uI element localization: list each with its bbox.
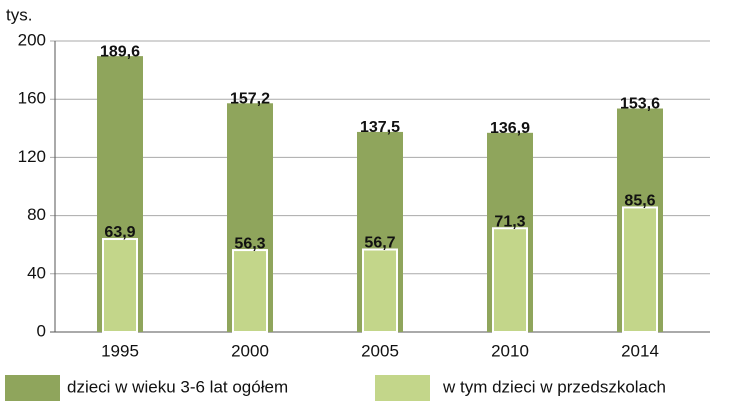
x-tick-label: 2000 [231, 341, 269, 360]
value-label: 85,6 [624, 193, 655, 210]
y-tick-label: 120 [18, 147, 46, 166]
value-label: 153,6 [620, 96, 660, 113]
x-tick-label: 1995 [101, 341, 139, 360]
x-tick-label: 2014 [621, 341, 659, 360]
y-tick-label: 40 [27, 263, 46, 282]
x-tick-label: 2010 [491, 341, 529, 360]
y-tick-label: 0 [37, 321, 46, 340]
y-tick-label: 160 [18, 89, 46, 108]
value-label: 137,5 [360, 119, 400, 136]
value-label: 63,9 [104, 224, 135, 241]
value-label: 136,9 [490, 120, 530, 137]
bar [232, 249, 268, 333]
y-tick-label: 200 [18, 30, 46, 49]
legend-swatch [5, 375, 60, 401]
y-tick-label: 80 [27, 205, 46, 224]
bar [102, 238, 138, 333]
bar [362, 248, 398, 333]
y-unit: tys. [6, 5, 32, 24]
bar [622, 206, 658, 333]
x-tick-label: 2005 [361, 341, 399, 360]
value-label: 71,3 [494, 213, 525, 230]
value-label: 56,3 [234, 235, 265, 252]
legend-label: w tym dzieci w przedszkolach [442, 377, 666, 396]
legend-swatch [375, 375, 430, 401]
bar [492, 227, 528, 333]
value-label: 157,2 [230, 90, 270, 107]
legend-label: dzieci w wieku 3-6 lat ogółem [67, 377, 288, 396]
value-label: 189,6 [100, 43, 140, 60]
value-label: 56,7 [364, 235, 395, 252]
